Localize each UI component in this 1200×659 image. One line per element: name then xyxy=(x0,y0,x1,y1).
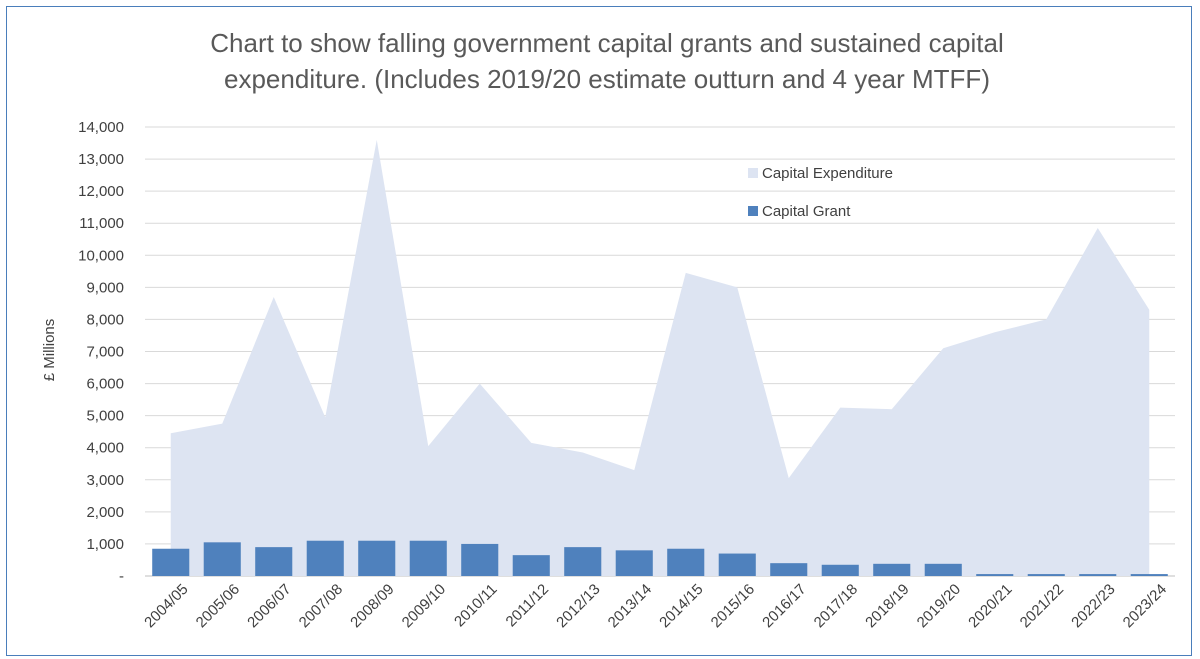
x-tick-label: 2020/21 xyxy=(965,581,1015,631)
capital-grant-bar xyxy=(152,548,190,576)
y-tick-label: 11,000 xyxy=(79,215,124,232)
y-tick-label: 6,000 xyxy=(86,376,124,393)
x-tick-label: 2016/17 xyxy=(759,581,809,631)
x-tick-label: 2017/18 xyxy=(811,581,861,631)
y-tick-label: 7,000 xyxy=(86,344,124,361)
x-tick-label: 2015/16 xyxy=(708,581,758,631)
x-tick-label: 2021/22 xyxy=(1017,581,1067,631)
y-tick-label: 9,000 xyxy=(86,279,124,296)
y-tick-label: 12,000 xyxy=(78,183,124,200)
capital-expenditure-area-group xyxy=(170,139,1150,577)
x-tick-label: 2018/19 xyxy=(862,581,912,631)
capital-grant-bar xyxy=(924,563,962,576)
y-tick-label: 4,000 xyxy=(86,440,124,457)
capital-grant-bar xyxy=(461,543,499,576)
y-tick-label: 10,000 xyxy=(78,247,124,264)
x-tick-label: 2011/12 xyxy=(503,581,553,631)
capital-grant-bar xyxy=(873,563,911,576)
x-tick-label: 2012/13 xyxy=(553,581,603,631)
capital-grant-bar xyxy=(409,540,447,576)
y-tick-label: 3,000 xyxy=(86,472,124,489)
capital-grant-bar xyxy=(512,555,550,576)
y-tick-label: - xyxy=(119,568,124,585)
capital-grant-bar xyxy=(1027,574,1065,576)
capital-grant-bar xyxy=(1130,574,1168,576)
capital-grant-bar xyxy=(358,540,396,576)
x-tick-label: 2008/09 xyxy=(347,581,397,631)
x-tick-label: 2006/07 xyxy=(244,581,294,631)
capital-grant-bar xyxy=(203,542,241,576)
x-tick-label: 2004/05 xyxy=(141,581,191,631)
capital-grant-bar xyxy=(976,574,1014,576)
capital-grant-bar xyxy=(564,547,602,576)
capital-grant-bar xyxy=(615,550,653,576)
capital-grant-bar xyxy=(255,547,293,576)
y-axis-label: £ Millions xyxy=(41,319,58,382)
x-tick-label: 2010/11 xyxy=(451,581,501,631)
x-tick-label: 2022/23 xyxy=(1068,581,1118,631)
capital-grant-bar xyxy=(1079,574,1117,576)
legend: Capital Expenditure Capital Grant xyxy=(748,165,893,220)
y-tick-label: 13,000 xyxy=(78,151,124,168)
capital-grant-bar xyxy=(718,553,756,576)
capital-grant-bar xyxy=(770,563,808,576)
x-tick-label: 2007/08 xyxy=(296,581,346,631)
x-tick-label: 2023/24 xyxy=(1120,581,1170,631)
x-tick-labels: 2004/05 2005/06 2006/07 2007/08 2008/09 2009/… xyxy=(141,581,1170,631)
y-tick-label: 8,000 xyxy=(86,311,124,328)
x-tick-label: 2019/20 xyxy=(914,581,964,631)
legend-swatch-capital-expenditure xyxy=(748,168,758,178)
legend-label-capital-grant: Capital Grant xyxy=(762,203,851,220)
y-tick-label: 1,000 xyxy=(86,536,124,553)
x-tick-label: 2005/06 xyxy=(193,581,243,631)
y-tick-label: 2,000 xyxy=(86,504,124,521)
capital-expenditure-area xyxy=(170,139,1150,577)
y-tick-label: 5,000 xyxy=(86,408,124,425)
capital-grant-bar xyxy=(306,540,344,576)
capital-grant-bars xyxy=(152,540,1168,576)
legend-label-capital-expenditure: Capital Expenditure xyxy=(762,165,893,182)
chart-title-line-2: expenditure. (Includes 2019/20 estimate … xyxy=(224,64,990,94)
capital-grant-bar xyxy=(821,564,859,576)
x-tick-label: 2013/14 xyxy=(605,581,655,631)
y-tick-labels: - 1,000 2,000 3,000 4,000 5,000 6,000 7,000 8,00… xyxy=(78,119,124,585)
y-tick-label: 14,000 xyxy=(78,119,124,136)
legend-swatch-capital-grant xyxy=(748,206,758,216)
x-tick-label: 2014/15 xyxy=(656,581,706,631)
capital-grant-bar xyxy=(667,548,705,576)
chart-title-line-1: Chart to show falling government capital… xyxy=(210,28,1003,58)
x-tick-label: 2009/10 xyxy=(399,581,449,631)
